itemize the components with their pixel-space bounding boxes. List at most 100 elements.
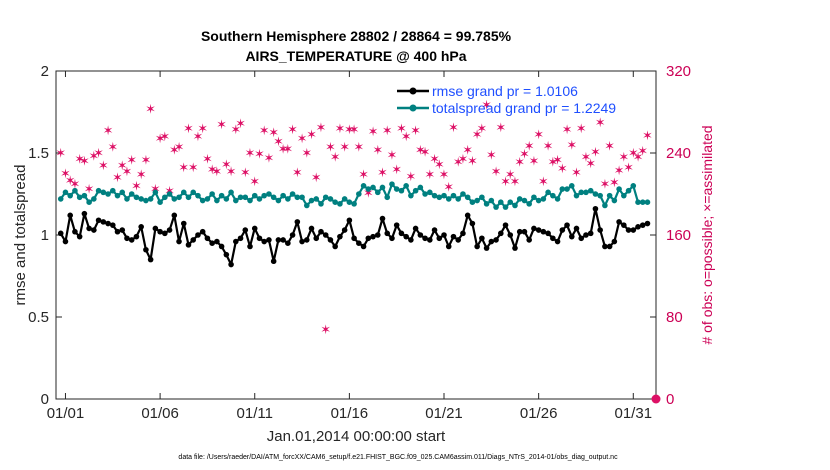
totalspread-point <box>95 187 102 194</box>
totalspread-point <box>109 187 116 194</box>
obs-assimilated-point: ✶ <box>65 174 76 189</box>
obs-assimilated-point: ✶ <box>543 139 554 154</box>
rmse-point <box>218 243 225 250</box>
totalspread-point <box>379 184 386 191</box>
rmse-point <box>526 237 532 243</box>
totalspread-point <box>450 192 457 199</box>
rmse-point <box>204 235 211 242</box>
obs-assimilated-point: ✶ <box>306 128 317 143</box>
rmse-point <box>384 230 391 237</box>
totalspread-point <box>398 187 405 194</box>
obs-assimilated-point: ✶ <box>434 158 445 173</box>
obs-assimilated-point: ✶ <box>396 122 407 137</box>
obs-assimilated-point: ✶ <box>429 153 440 168</box>
obs-assimilated-point: ✶ <box>363 186 374 201</box>
obs-assimilated-point: ✶ <box>405 170 416 185</box>
totalspread-point <box>280 192 286 199</box>
totalspread-point <box>422 191 428 197</box>
obs-assimilated-point: ✶ <box>197 122 208 137</box>
obs-assimilated-point: ✶ <box>84 182 95 197</box>
totalspread-point <box>441 192 447 199</box>
obs-assimilated-point: ✶ <box>609 176 620 191</box>
rmse-point <box>578 235 585 242</box>
rmse-point <box>412 225 419 232</box>
totalspread-point <box>559 186 566 192</box>
rmse-point <box>436 235 443 242</box>
obs-assimilated-point: ✶ <box>207 163 218 178</box>
rmse-point <box>251 225 258 232</box>
totalspread-point <box>138 196 144 202</box>
rmse-point <box>583 232 589 238</box>
rmse-point <box>166 227 173 233</box>
rmse-point <box>346 217 353 224</box>
obs-assimilated-point: ✶ <box>145 102 156 117</box>
totalspread-point <box>412 187 419 194</box>
obs-assimilated-point: ✶ <box>443 180 454 195</box>
obs-assimilated-point: ✶ <box>424 168 435 183</box>
rmse-point <box>479 235 485 242</box>
totalspread-point <box>114 192 121 199</box>
rmse-point <box>365 235 372 242</box>
obs-assimilated-point: ✶ <box>325 140 336 155</box>
obs-assimilated-point: ✶ <box>533 128 544 143</box>
obs-assimilated-point: ✶ <box>382 124 393 139</box>
obs-assimilated-point: ✶ <box>235 117 246 132</box>
totalspread-point <box>124 196 130 202</box>
obs-assimilated-point: ✶ <box>103 124 114 139</box>
legend-rmse-marker <box>409 87 417 95</box>
obs-assimilated-point: ✶ <box>448 121 459 136</box>
rmse-point <box>616 219 622 225</box>
rmse-point <box>233 238 239 245</box>
totalspread-point <box>57 196 64 202</box>
obs-assimilated-point: ✶ <box>524 139 535 154</box>
totalspread-point <box>270 194 277 201</box>
rmse-point <box>360 243 367 250</box>
rmse-point <box>289 232 296 238</box>
totalspread-point <box>351 201 357 207</box>
rmse-point <box>76 233 83 240</box>
y-right-tick-label: 320 <box>666 63 691 80</box>
totalspread-point <box>327 196 334 202</box>
rmse-point <box>356 240 362 246</box>
totalspread-point <box>493 204 499 210</box>
obs-assimilated-point: ✶ <box>552 154 563 169</box>
totalspread-point <box>545 189 551 196</box>
rmse-point <box>341 227 348 233</box>
totalspread-point <box>602 202 608 209</box>
rmse-point <box>374 232 381 238</box>
obs-assimilated-point: ✶ <box>183 122 194 137</box>
rmse-point <box>176 238 182 245</box>
obs-assimilated-point: ✶ <box>301 147 312 162</box>
obs-assimilated-point: ✶ <box>519 148 530 163</box>
y-axis-right-label: # of obs: o=possible; ×=assimilated <box>699 125 715 344</box>
obs-assimilated-point: ✶ <box>136 168 147 183</box>
obs-assimilated-point: ✶ <box>500 175 511 190</box>
obs-assimilated-point: ✶ <box>263 152 274 167</box>
obs-assimilated-point: ✶ <box>259 124 270 139</box>
obs-assimilated-point: ✶ <box>117 159 128 174</box>
obs-assimilated-point: ✶ <box>112 171 123 186</box>
obs-assimilated-point: ✶ <box>637 144 648 159</box>
obs-assimilated-point: ✶ <box>240 166 251 181</box>
totalspread-point <box>535 197 542 204</box>
rmse-point <box>322 232 329 238</box>
obs-assimilated-point: ✶ <box>169 143 180 158</box>
totalspread-point <box>365 186 372 192</box>
x-tick-label: 01/06 <box>141 405 179 422</box>
x-axis: 01/01 01/06 01/11 01/16 01/21 01/26 01/31 <box>47 71 652 422</box>
obs-assimilated-point: ✶ <box>387 149 398 164</box>
x-tick-label: 01/01 <box>47 405 85 422</box>
rmse-point <box>171 212 178 219</box>
rmse-point <box>351 235 357 242</box>
rmse-point <box>460 230 466 237</box>
rmse-point <box>450 233 457 240</box>
totalspread-point <box>147 196 154 202</box>
totalspread-point <box>621 192 627 199</box>
rmse-point <box>209 240 215 246</box>
totalspread-point <box>133 194 140 201</box>
rmse-point <box>133 233 140 240</box>
rmse-point <box>474 243 480 250</box>
obs-assimilated-point: ✶ <box>79 155 90 170</box>
rmse-point <box>228 261 234 268</box>
